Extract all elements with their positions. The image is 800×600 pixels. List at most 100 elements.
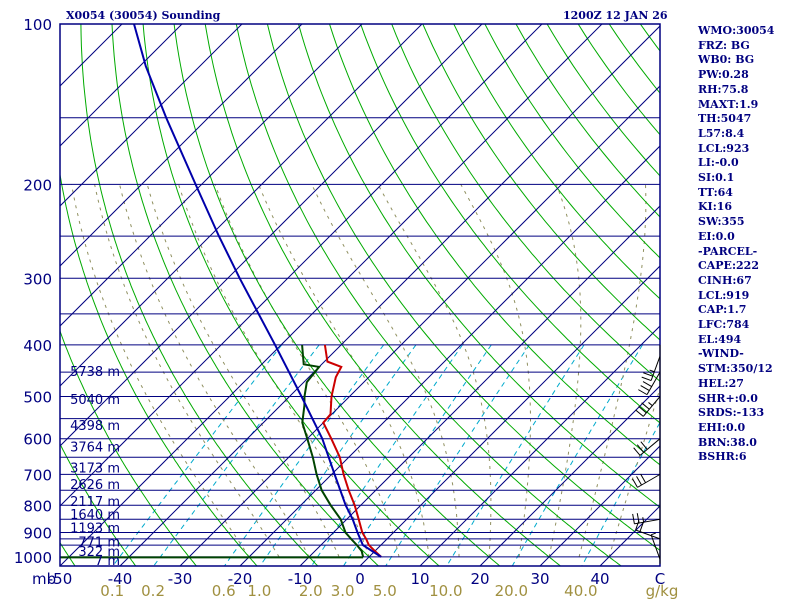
index-item: EL:494: [698, 332, 742, 346]
isotherm-line: [419, 325, 660, 566]
isotherm-line: [60, 24, 543, 507]
moist-adiabat-line: [377, 184, 492, 557]
dry-adiabat-line: [329, 24, 660, 466]
index-item: SHR+:0.0: [698, 391, 758, 405]
index-item: BSHR:6: [698, 450, 747, 464]
temperature-profile: [322, 344, 382, 558]
index-item: STM:350/12: [698, 362, 773, 376]
index-item: -WIND-: [698, 347, 744, 361]
height-label: 1640 m: [70, 508, 120, 523]
isotherm-line: [119, 25, 660, 566]
index-item: RH:75.8: [698, 82, 749, 96]
isotherm-line: [299, 205, 660, 566]
isotherm-line: [60, 24, 243, 207]
mixing-ratio-line: [385, 344, 530, 566]
mixing-ratio-label: 3.0: [331, 582, 355, 600]
dry-adiabat-line: [60, 329, 197, 566]
index-item: LCL:919: [698, 288, 750, 302]
isotherm-line: [60, 24, 423, 387]
mixing-ratio-unit-label: g/kg: [646, 582, 679, 600]
wind-barb: [632, 513, 661, 525]
dry-adiabat-line: [391, 24, 660, 382]
mixing-ratio-label: 5.0: [373, 582, 397, 600]
mixing-ratio-label: 10.0: [429, 582, 462, 600]
height-label: 3764 m: [70, 440, 120, 455]
index-item: CAP:1.7: [698, 303, 747, 317]
moist-adiabat-line: [548, 184, 582, 557]
index-item: -PARCEL-: [698, 244, 758, 258]
isotherm-line: [539, 445, 660, 566]
dry-adiabat-line: [235, 24, 622, 566]
indices-panel: WMO:30054 FRZ: BG WB0: BG PW:0.28 RH:75.8 MAX…: [698, 24, 774, 465]
isotherm-line: [479, 385, 660, 566]
dry-adiabat-line: [796, 24, 800, 566]
moist-adiabat-line: [178, 184, 370, 558]
height-label: 2117 m: [70, 495, 120, 510]
moist-adiabat-line: [94, 184, 280, 558]
height-label: 1193 m: [70, 521, 120, 536]
pressure-tick-label: 100: [23, 16, 52, 34]
index-item: L57:8.4: [698, 126, 745, 140]
pressure-tick-label: 1000: [14, 549, 52, 567]
pressure-tick-label: 800: [23, 497, 52, 515]
chart-datetime: 1200Z 12 JAN 26: [563, 9, 668, 22]
mixing-ratio-line: [223, 344, 385, 566]
mixing-ratio-label: 2.0: [299, 582, 323, 600]
index-item: WMO:30054: [698, 24, 775, 37]
temperature-tick-label: 10: [410, 570, 429, 588]
pressure-tick-label: 700: [23, 466, 52, 484]
index-item: SW:355: [698, 215, 745, 229]
dry-adiabat-line: [484, 24, 660, 259]
chart-title: X0054 (30054) Sounding: [66, 9, 221, 22]
pressure-tick-label: 500: [23, 388, 52, 406]
isotherm-line: [179, 85, 660, 566]
index-item: LFC:784: [698, 318, 750, 332]
mixing-ratio-line: [581, 421, 660, 566]
temperature-tick-label: -40: [108, 570, 133, 588]
height-label: 7 m: [95, 554, 120, 569]
isotherm-line: [60, 24, 603, 566]
pressure-tick-label: 300: [23, 270, 52, 288]
mixing-ratio-line: [343, 344, 492, 566]
dry-adiabat-line: [360, 24, 660, 424]
pressure-tick-label: 600: [23, 431, 52, 449]
dry-adiabat-line: [298, 24, 660, 508]
mixing-ratio-line: [112, 344, 283, 566]
height-label: 2626 m: [70, 478, 120, 493]
mixing-ratio-label: 20.0: [495, 582, 528, 600]
wind-barb: [638, 371, 661, 396]
wind-barb: [632, 473, 661, 488]
height-label: 5738 m: [70, 365, 120, 380]
index-item: TH:5047: [698, 112, 752, 126]
wind-barb: [633, 438, 661, 456]
mixing-ratio-line: [446, 344, 585, 566]
dewpoint-profile: [301, 344, 365, 558]
mixing-ratio-label: 0.1: [100, 582, 124, 600]
index-item: TT:64: [698, 185, 733, 199]
temperature-tick-label: -30: [168, 570, 193, 588]
wind-barb: [650, 532, 661, 560]
mixing-ratio-label: 1.0: [247, 582, 271, 600]
isotherm-line: [359, 265, 660, 566]
index-item: SI:0.1: [698, 171, 735, 185]
index-item: PW:0.28: [698, 68, 749, 82]
isotherm-line: [60, 24, 363, 327]
temperature-unit-label: C: [655, 570, 665, 588]
dry-adiabat-line: [60, 442, 137, 566]
pressure-tick-label: 200: [23, 176, 52, 194]
dry-adiabat-line: [453, 24, 660, 300]
temperature-tick-label: -20: [228, 570, 253, 588]
isotherm-line: [60, 24, 483, 447]
temperature-tick-label: -50: [48, 570, 73, 588]
index-item: CINH:67: [698, 273, 752, 287]
index-item: KI:16: [698, 200, 733, 214]
index-item: EHI:0.0: [698, 420, 746, 434]
pressure-unit-label: mb: [32, 570, 56, 588]
temperature-tick-label: 20: [470, 570, 489, 588]
moist-adiabat-line: [578, 184, 647, 558]
index-item: MAXT:1.9: [698, 97, 759, 111]
index-item: WB0: BG: [698, 53, 755, 67]
dry-adiabat-line: [60, 541, 76, 566]
wind-barb: [635, 396, 661, 417]
pressure-tick-label: 400: [23, 337, 52, 355]
